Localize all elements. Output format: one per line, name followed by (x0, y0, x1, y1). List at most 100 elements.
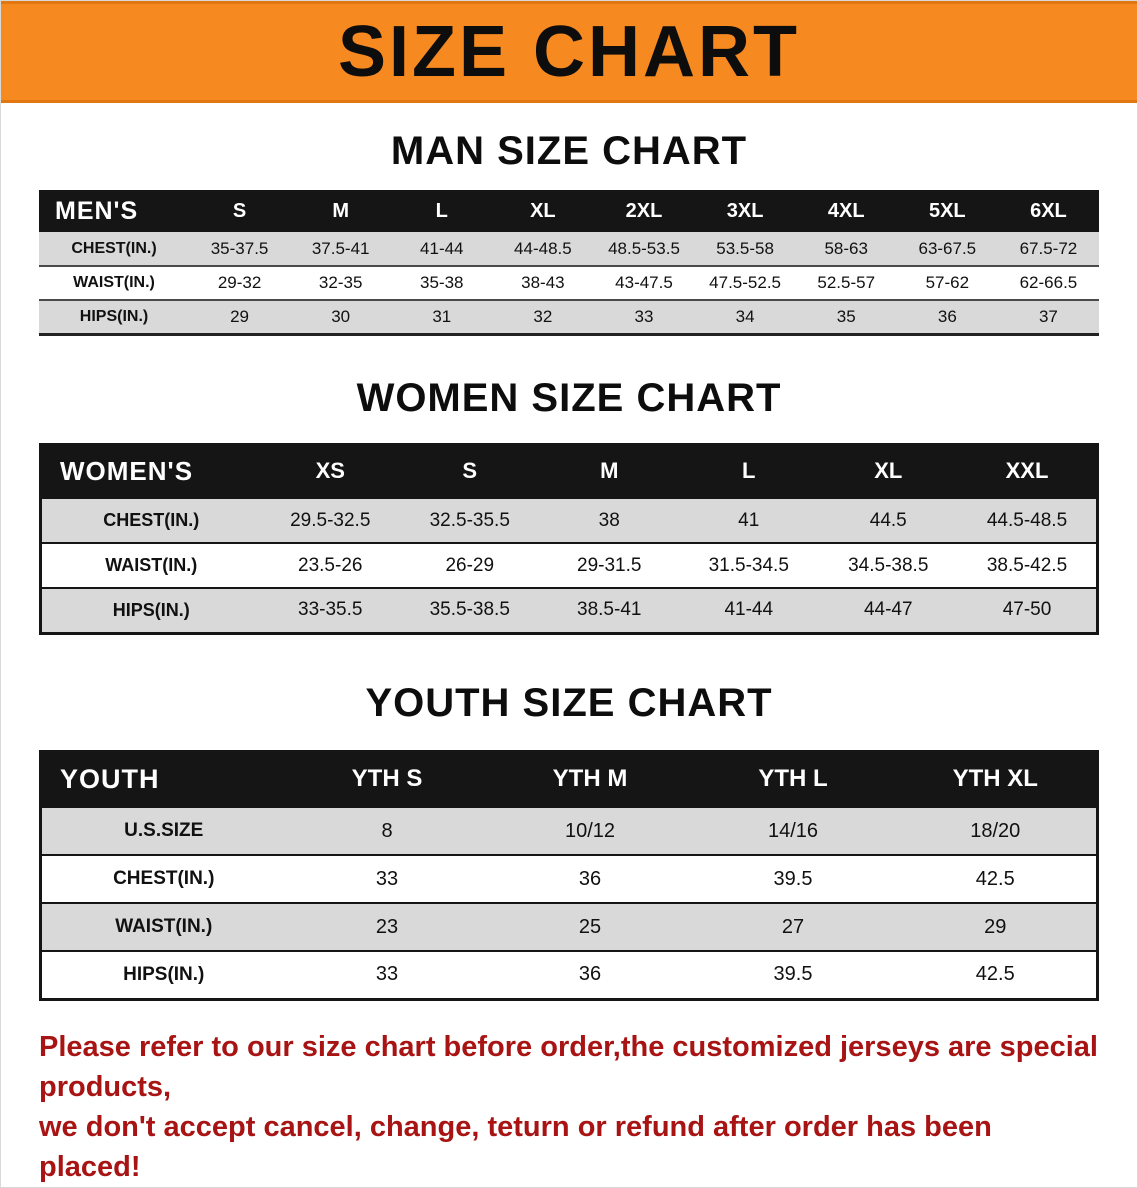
size-header-cell: L (391, 190, 493, 232)
table-row: HIPS(IN.) 29 30 31 32 33 34 35 36 37 (39, 300, 1099, 335)
value-cell: 44.5 (818, 497, 958, 543)
size-header-cell: 4XL (795, 190, 897, 232)
table-title-cell: WOMEN'S (40, 444, 261, 498)
size-header-cell: XL (818, 444, 958, 498)
value-cell: 34.5-38.5 (818, 542, 958, 588)
value-cell: 38.5-41 (539, 587, 679, 633)
value-cell: 41 (679, 497, 819, 543)
size-header-cell: YTH L (691, 751, 895, 807)
value-cell: 42.5 (894, 854, 1098, 903)
value-cell: 36 (488, 854, 692, 903)
value-cell: 8 (285, 806, 489, 855)
table-row: WAIST(IN.) 23.5-26 26-29 29-31.5 31.5-34.5 34… (40, 542, 1098, 588)
value-cell: 67.5-72 (997, 232, 1099, 267)
value-cell: 33 (285, 854, 489, 903)
value-cell: 58-63 (795, 232, 897, 267)
value-cell: 35-38 (391, 266, 493, 301)
value-cell: 62-66.5 (997, 266, 1099, 301)
value-cell: 35.5-38.5 (400, 587, 540, 633)
value-cell: 23 (285, 902, 489, 951)
value-cell: 31.5-34.5 (679, 542, 819, 588)
value-cell: 47.5-52.5 (694, 266, 796, 301)
measure-label-cell: WAIST(IN.) (39, 266, 189, 301)
man-section-heading: MAN SIZE CHART (390, 129, 748, 173)
value-cell: 29 (894, 902, 1098, 951)
value-cell: 63-67.5 (896, 232, 998, 267)
value-cell: 14/16 (691, 806, 895, 855)
value-cell: 31 (391, 300, 493, 335)
value-cell: 44-47 (818, 587, 958, 633)
value-cell: 33 (285, 950, 489, 999)
value-cell: 23.5-26 (260, 542, 400, 588)
value-cell: 43-47.5 (593, 266, 695, 301)
value-cell: 38.5-42.5 (958, 542, 1098, 588)
value-cell: 37 (997, 300, 1099, 335)
measure-label-cell: HIPS(IN.) (39, 300, 189, 335)
value-cell: 53.5-58 (694, 232, 796, 267)
size-header-cell: L (679, 444, 819, 498)
value-cell: 36 (488, 950, 692, 999)
header-row: WOMEN'S XS S M L XL XXL (40, 444, 1098, 498)
measure-label-cell: CHEST(IN.) (40, 854, 286, 903)
value-cell: 35 (795, 300, 897, 335)
disclaimer-line-2: we don't accept cancel, change, teturn o… (39, 1110, 992, 1183)
women-size-chart-section: WOMEN SIZE CHART WOMEN'S XS S M L XL XXL CHEST(… (1, 376, 1137, 635)
size-header-cell: YTH S (285, 751, 489, 807)
value-cell: 30 (290, 300, 392, 335)
table-row: CHEST(IN.) 35-37.5 37.5-41 41-44 44-48.5 48.5… (39, 232, 1099, 267)
value-cell: 57-62 (896, 266, 998, 301)
women-size-table: WOMEN'S XS S M L XL XXL CHEST(IN.) 29.5-32.5 32.5… (39, 442, 1099, 635)
value-cell: 47-50 (958, 587, 1098, 633)
disclaimer-note: Please refer to our size chart before or… (39, 1027, 1099, 1187)
measure-label-cell: U.S.SIZE (40, 806, 286, 855)
size-header-cell: M (290, 190, 392, 232)
size-header-cell: 3XL (694, 190, 796, 232)
size-header-cell: S (189, 190, 291, 232)
value-cell: 29-31.5 (539, 542, 679, 588)
measure-label-cell: WAIST(IN.) (40, 902, 286, 951)
size-header-cell: M (539, 444, 679, 498)
value-cell: 42.5 (894, 950, 1098, 999)
size-header-cell: S (400, 444, 540, 498)
value-cell: 32 (492, 300, 594, 335)
table-row: WAIST(IN.) 23 25 27 29 (40, 902, 1098, 951)
measure-label-cell: HIPS(IN.) (40, 587, 261, 633)
women-section-heading: WOMEN SIZE CHART (356, 375, 782, 420)
size-header-cell: 6XL (997, 190, 1099, 232)
value-cell: 35-37.5 (189, 232, 291, 267)
value-cell: 52.5-57 (795, 266, 897, 301)
value-cell: 44.5-48.5 (958, 497, 1098, 543)
youth-size-table: YOUTH YTH S YTH M YTH L YTH XL U.S.SIZE 8 10/12… (39, 749, 1099, 1001)
table-row: CHEST(IN.) 29.5-32.5 32.5-35.5 38 41 44.5 44.5… (40, 497, 1098, 543)
value-cell: 32-35 (290, 266, 392, 301)
table-row: CHEST(IN.) 33 36 39.5 42.5 (40, 854, 1098, 903)
header-row: MEN'S S M L XL 2XL 3XL 4XL 5XL 6XL (39, 190, 1099, 232)
value-cell: 33 (593, 300, 695, 335)
value-cell: 39.5 (691, 854, 895, 903)
disclaimer-line-1: Please refer to our size chart before or… (39, 1030, 1098, 1103)
value-cell: 41-44 (679, 587, 819, 633)
value-cell: 25 (488, 902, 692, 951)
value-cell: 18/20 (894, 806, 1098, 855)
value-cell: 33-35.5 (260, 587, 400, 633)
page-title: SIZE CHART (338, 12, 800, 92)
value-cell: 48.5-53.5 (593, 232, 695, 267)
table-row: WAIST(IN.) 29-32 32-35 35-38 38-43 43-47.5 47.… (39, 266, 1099, 301)
value-cell: 32.5-35.5 (400, 497, 540, 543)
value-cell: 10/12 (488, 806, 692, 855)
banner: SIZE CHART (1, 1, 1137, 103)
youth-size-chart-section: YOUTH SIZE CHART YOUTH YTH S YTH M YTH L YTH… (1, 681, 1137, 1001)
value-cell: 39.5 (691, 950, 895, 999)
table-row: HIPS(IN.) 33 36 39.5 42.5 (40, 950, 1098, 999)
measure-label-cell: WAIST(IN.) (40, 542, 261, 588)
measure-label-cell: HIPS(IN.) (40, 950, 286, 999)
size-header-cell: 2XL (593, 190, 695, 232)
size-header-cell: 5XL (896, 190, 998, 232)
table-row: U.S.SIZE 8 10/12 14/16 18/20 (40, 806, 1098, 855)
value-cell: 29.5-32.5 (260, 497, 400, 543)
youth-section-heading: YOUTH SIZE CHART (365, 680, 773, 725)
table-title-cell: YOUTH (40, 751, 286, 807)
size-header-cell: YTH M (488, 751, 692, 807)
header-row: YOUTH YTH S YTH M YTH L YTH XL (40, 751, 1098, 807)
